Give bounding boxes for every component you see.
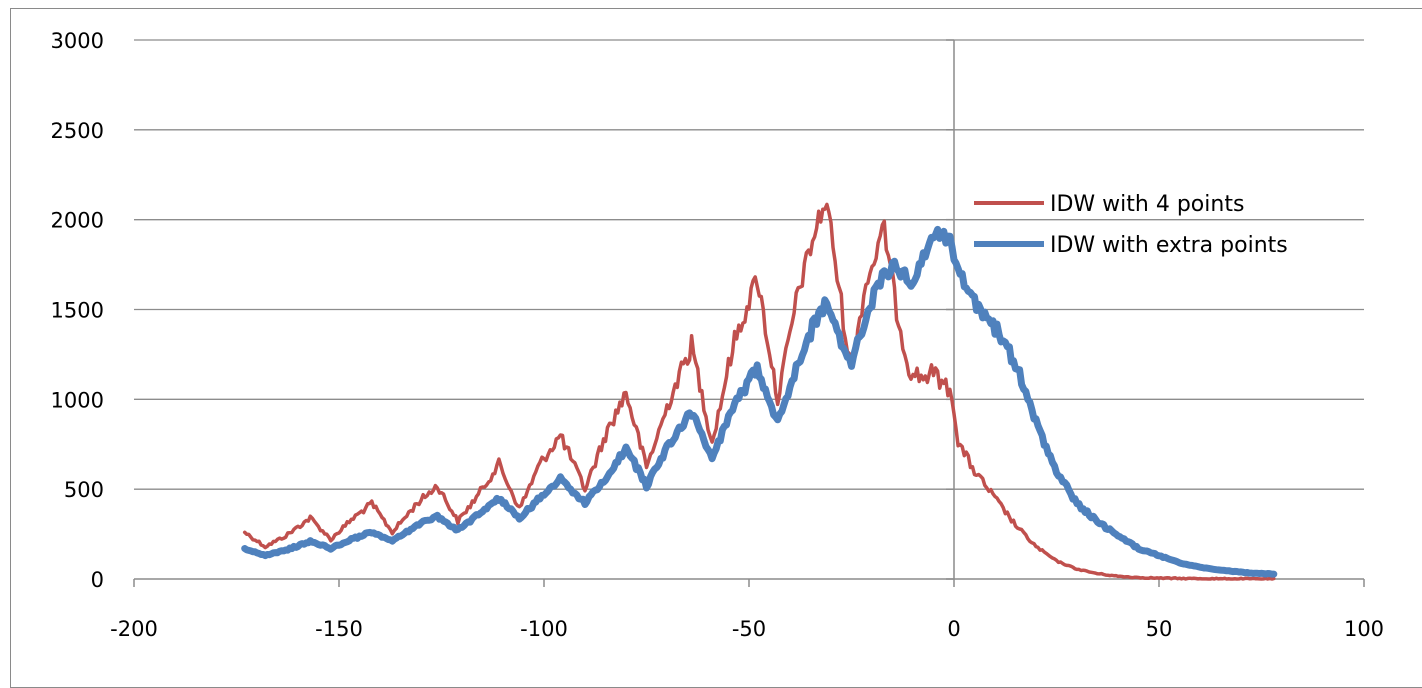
- x-tick-label: -100: [520, 617, 568, 641]
- y-tick-label: 2500: [51, 119, 104, 143]
- x-tick-label: 50: [1146, 617, 1173, 641]
- series-line-idw-extra-points: [241, 225, 1278, 578]
- legend-label: IDW with extra points: [1050, 233, 1288, 258]
- series-line-idw-4-points: [242, 202, 1276, 581]
- axes-layer: [133, 39, 1365, 587]
- y-tick-label: 500: [64, 478, 104, 502]
- series-layer: [241, 202, 1278, 581]
- x-tick-label: -200: [110, 617, 158, 641]
- legend-label: IDW with 4 points: [1050, 192, 1244, 217]
- y-tick-label: 1000: [51, 388, 104, 412]
- y-tick-label: 3000: [51, 29, 104, 53]
- x-tick-label: -50: [732, 617, 766, 641]
- y-tick-label: 0: [91, 568, 104, 592]
- tick-layer: -200 -150 -100 -50 0 50 1000500100015002000250…: [51, 29, 1385, 641]
- chart-frame: [10, 8, 1422, 688]
- x-tick-label: 100: [1344, 617, 1384, 641]
- x-tick-label: 0: [947, 617, 960, 641]
- grid-layer: [134, 39, 1364, 490]
- x-tick-label: -150: [315, 617, 363, 641]
- y-tick-label: 1500: [51, 299, 104, 323]
- legend: IDW with 4 points IDW with extra points: [974, 192, 1288, 258]
- y-tick-label: 2000: [51, 209, 104, 233]
